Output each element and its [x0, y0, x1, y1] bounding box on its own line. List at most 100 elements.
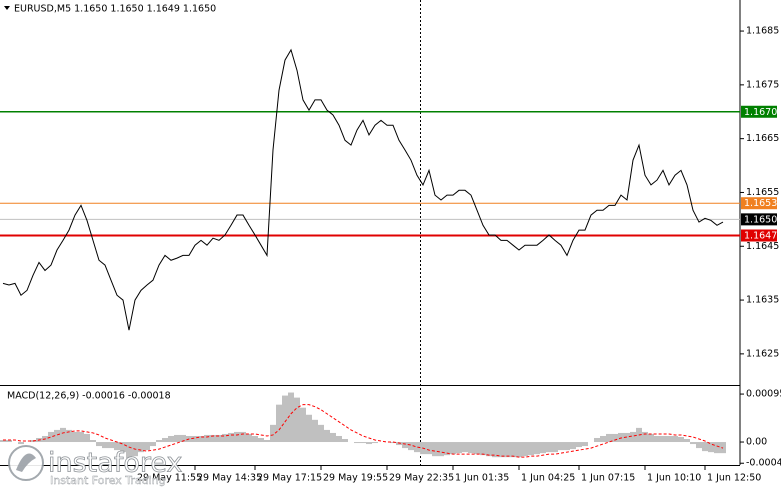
macd-bar [654, 435, 660, 443]
macd-bar [138, 442, 144, 453]
macd-bar [336, 435, 342, 443]
macd-bar [66, 429, 72, 443]
macd-bar [228, 432, 234, 443]
symbol-menu-icon[interactable] [4, 6, 10, 10]
macd-bar [102, 442, 108, 449]
macd-bar [198, 435, 204, 443]
macd-bar [708, 442, 714, 453]
macd-bar [270, 424, 276, 443]
macd-bar [84, 433, 90, 443]
y-tick-label: 0.00 [746, 437, 767, 448]
macd-bar [642, 431, 648, 443]
price-level-box [741, 213, 777, 226]
macd-bar [156, 440, 162, 443]
x-tick-label: 29 May 17:15 [257, 473, 322, 484]
macd-bar [612, 433, 618, 443]
macd-bar [276, 404, 282, 443]
y-tick-label: 1.1635 [746, 295, 779, 306]
macd-bar [438, 442, 444, 457]
macd-bar [522, 442, 528, 457]
macd-bar [570, 442, 576, 450]
macd-bar [594, 437, 600, 443]
macd-bar [660, 435, 666, 443]
macd-bar [258, 437, 264, 443]
macd-bar [450, 442, 456, 455]
macd-bar [222, 433, 228, 443]
macd-bar [96, 442, 102, 447]
macd-bar [114, 442, 120, 451]
macd-bar [246, 433, 252, 443]
macd-bar [402, 442, 408, 449]
macd-bar [480, 442, 486, 456]
macd-bar [48, 431, 54, 443]
macd-bar [474, 442, 480, 455]
watermark-tagline: Instant Forex Trading [50, 474, 166, 487]
macd-bar [252, 435, 258, 443]
x-tick-label: 29 May 19:55 [323, 473, 388, 484]
x-tick-label: 1 Jun 12:50 [707, 473, 761, 484]
macd-bar [72, 431, 78, 443]
macd-bar [0, 440, 6, 443]
macd-bar [624, 432, 630, 443]
macd-bar [318, 424, 324, 443]
price-level-box [741, 229, 777, 242]
macd-bar [528, 442, 534, 456]
macd-bar [690, 442, 696, 445]
x-tick-label: 29 May 22:35 [389, 473, 454, 484]
price-level-box [741, 105, 777, 118]
macd-bar [78, 431, 84, 443]
x-tick-label: 1 Jun 01:35 [455, 473, 509, 484]
macd-bar [582, 442, 588, 447]
indicator-title: MACD(12,26,9) -0.00016 -0.00018 [7, 391, 171, 402]
macd-bar [120, 442, 126, 453]
y-tick-label: 1.1625 [746, 348, 779, 359]
macd-bar [426, 442, 432, 455]
price-level-label: 1.1650 [744, 214, 777, 225]
macd-bar [696, 442, 702, 449]
x-tick-label: 29 May 14:35 [197, 473, 262, 484]
watermark-brand: instaforex [48, 448, 182, 479]
macd-bar [540, 442, 546, 454]
macd-bar [162, 437, 168, 443]
macd-bar [648, 433, 654, 443]
x-tick-label: 1 Jun 07:15 [581, 473, 635, 484]
x-tick-label: 29 May 11:55 [137, 473, 202, 484]
macd-bar [600, 435, 606, 443]
macd-bar [294, 397, 300, 443]
macd-bar [288, 392, 294, 443]
macd-bar [630, 431, 636, 443]
macd-bar [144, 442, 150, 451]
macd-bar [498, 442, 504, 458]
macd-bar [150, 442, 156, 447]
x-tick-label: 1 Jun 10:10 [647, 473, 701, 484]
macd-bar [312, 419, 318, 443]
macd-bar [180, 434, 186, 443]
y-tick-label: 1.1645 [746, 241, 779, 252]
macd-bar [576, 442, 582, 448]
macd-bar [360, 442, 366, 444]
macd-bar [90, 440, 96, 443]
macd-bar [714, 442, 720, 454]
macd-bar [606, 433, 612, 443]
macd-bar [342, 439, 348, 443]
y-tick-label: 0.00095 [746, 389, 781, 400]
macd-bar [18, 442, 24, 445]
macd-bar [456, 442, 462, 454]
macd-bar [432, 442, 438, 457]
macd-bar [108, 442, 114, 449]
macd-bar [468, 442, 474, 454]
price-level-label: 1.1670 [744, 107, 777, 118]
macd-bar [678, 436, 684, 443]
macd-bar [684, 439, 690, 443]
macd-bar [666, 435, 672, 443]
macd-bar [366, 442, 372, 445]
macd-bar [504, 442, 510, 458]
macd-bar [558, 442, 564, 451]
macd-bar [462, 442, 468, 453]
macd-bar [552, 442, 558, 453]
macd-bar [510, 442, 516, 458]
macd-bar [408, 442, 414, 451]
macd-bar [234, 431, 240, 443]
